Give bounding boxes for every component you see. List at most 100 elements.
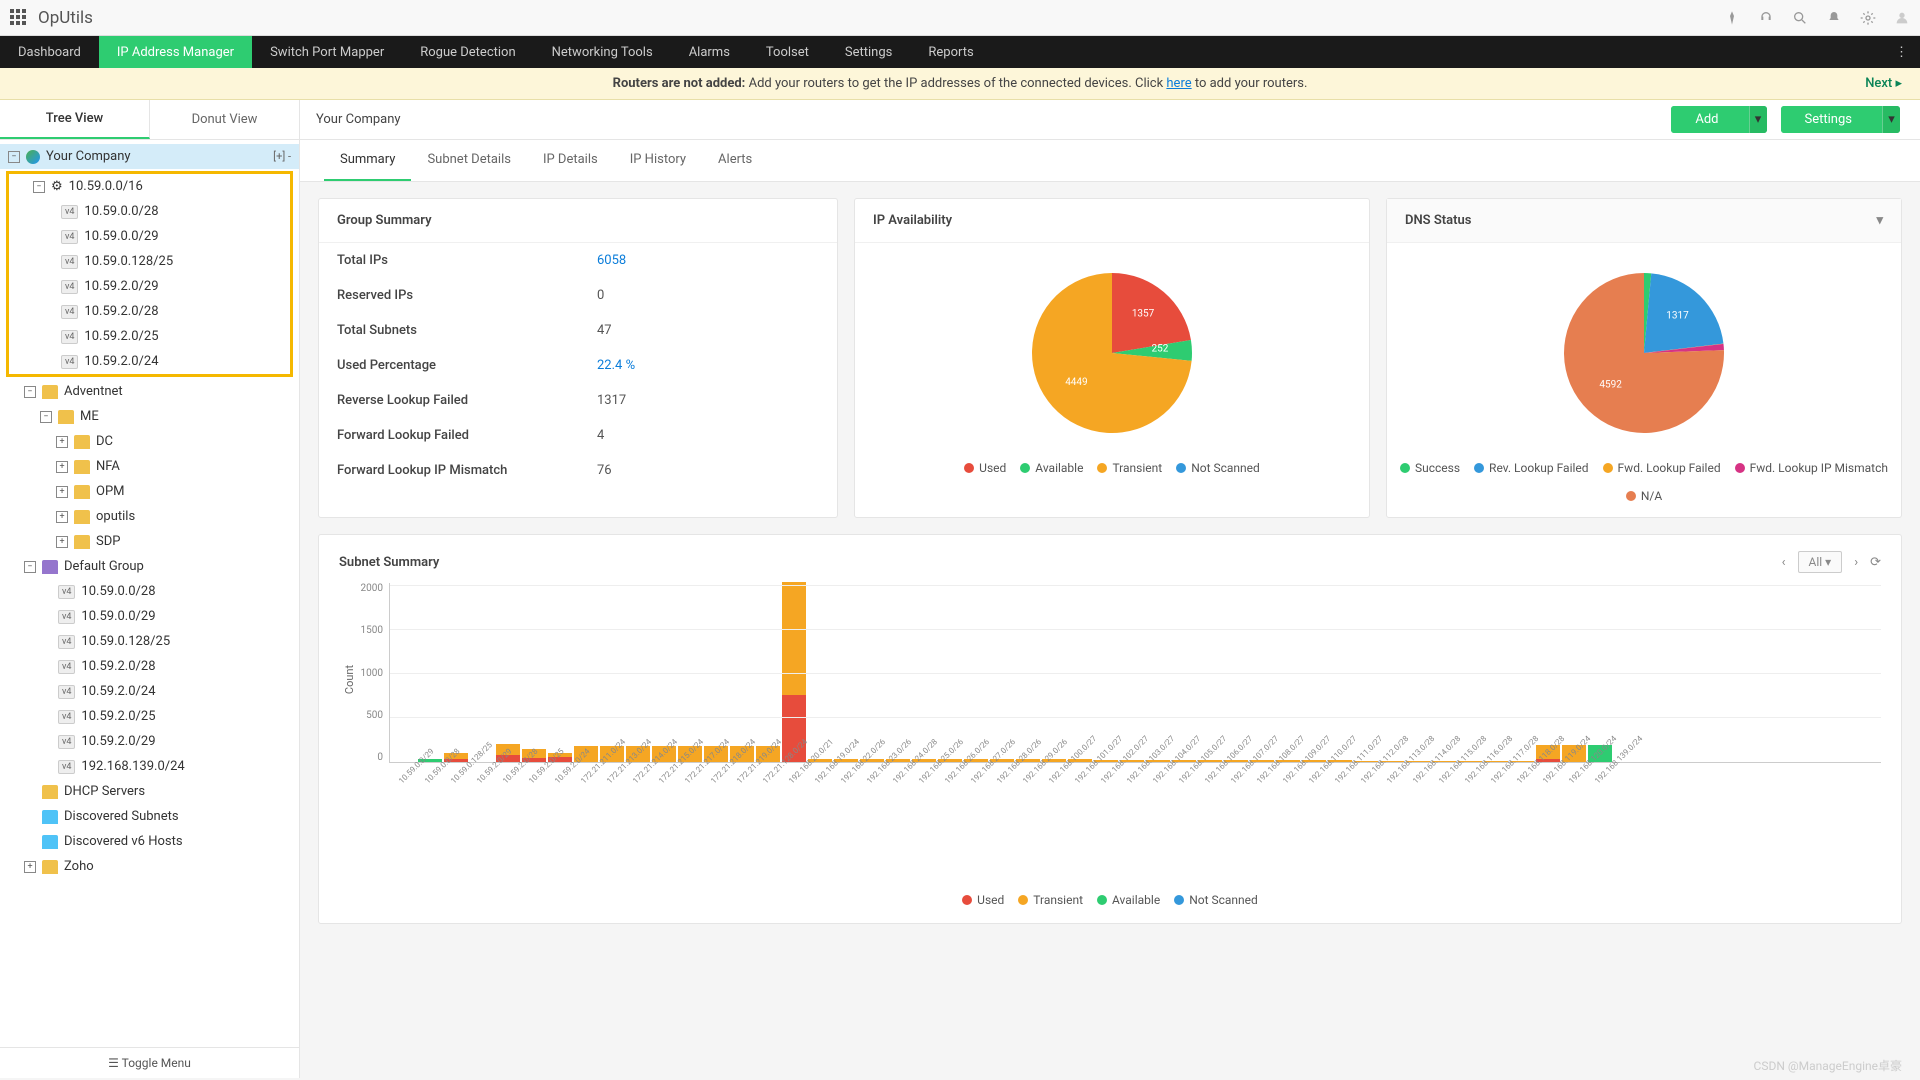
tree-row[interactable]: v410.59.2.0/24 — [9, 349, 290, 374]
tree-row[interactable]: −Your Company[+] - — [0, 144, 299, 169]
tree-row[interactable]: +OPM — [0, 479, 299, 504]
tree-row[interactable]: v410.59.2.0/25 — [9, 324, 290, 349]
nav-ip-address-manager[interactable]: IP Address Manager — [99, 36, 252, 68]
tab-subnet-details[interactable]: Subnet Details — [411, 140, 527, 181]
tree-row[interactable]: v410.59.0.128/25 — [0, 629, 299, 654]
view-tab-donut-view[interactable]: Donut View — [150, 100, 299, 139]
navbar: DashboardIP Address ManagerSwitch Port M… — [0, 36, 1920, 68]
nav-networking-tools[interactable]: Networking Tools — [534, 36, 671, 68]
tree-row[interactable]: +NFA — [0, 454, 299, 479]
filter-select[interactable]: All ▾ — [1798, 551, 1843, 573]
tab-summary[interactable]: Summary — [324, 140, 411, 181]
tree-row[interactable]: +SDP — [0, 529, 299, 554]
nav-toolset[interactable]: Toolset — [748, 36, 827, 68]
bar[interactable] — [782, 582, 806, 762]
nav-dashboard[interactable]: Dashboard — [0, 36, 99, 68]
header-actions: Add▾ Settings▾ — [1671, 100, 1920, 139]
bell-icon[interactable] — [1826, 10, 1842, 26]
settings-button[interactable]: Settings — [1781, 106, 1876, 133]
stat-row: Used Percentage22.4 % — [319, 348, 837, 383]
search-icon[interactable] — [1792, 10, 1808, 26]
user-icon[interactable] — [1894, 10, 1910, 26]
settings-button-group[interactable]: Settings▾ — [1781, 106, 1900, 133]
add-caret[interactable]: ▾ — [1749, 106, 1767, 133]
svg-text:1357: 1357 — [1132, 308, 1155, 319]
tree-row[interactable]: −⚙10.59.0.0/16 — [9, 174, 290, 199]
legend-item: Available — [1097, 893, 1160, 907]
tree-row[interactable]: v410.59.0.0/28 — [9, 199, 290, 224]
headset-icon[interactable] — [1758, 10, 1774, 26]
tree-row[interactable]: v410.59.2.0/25 — [0, 704, 299, 729]
banner-link[interactable]: here — [1166, 76, 1191, 91]
tab-ip-history[interactable]: IP History — [614, 140, 702, 181]
nav-more-icon[interactable]: ⋮ — [1883, 36, 1920, 68]
tree-row[interactable]: v410.59.2.0/29 — [9, 274, 290, 299]
tab-ip-details[interactable]: IP Details — [527, 140, 614, 181]
dashboard-row: Group Summary Total IPs6058Reserved IPs0… — [300, 182, 1920, 534]
ip-avail-title: IP Availability — [855, 199, 1369, 243]
legend-item: Fwd. Lookup Failed — [1603, 461, 1721, 475]
prev-icon[interactable]: ‹ — [1782, 555, 1786, 570]
dns-status-pie: 13174592 — [1554, 263, 1734, 443]
tree-row[interactable]: +Zoho — [0, 854, 299, 879]
router-banner: Routers are not added: Add your routers … — [0, 68, 1920, 100]
ip-avail-pie: 13572524449 — [1022, 263, 1202, 443]
nav-switch-port-mapper[interactable]: Switch Port Mapper — [252, 36, 402, 68]
nav-alarms[interactable]: Alarms — [671, 36, 748, 68]
subnet-bar-chart: Count 2000150010005000 10.59.0.0/2910.59… — [339, 583, 1881, 843]
tree-row[interactable]: v410.59.2.0/24 — [0, 679, 299, 704]
toggle-menu[interactable]: ☰ Toggle Menu — [0, 1047, 299, 1078]
tree-row[interactable]: v410.59.0.128/25 — [9, 249, 290, 274]
stat-row: Total IPs6058 — [319, 243, 837, 278]
main: −Your Company[+] -−⚙10.59.0.0/16v410.59.… — [0, 140, 1920, 1078]
tree-row[interactable]: v410.59.0.0/28 — [0, 579, 299, 604]
apps-icon[interactable] — [10, 9, 28, 27]
add-button[interactable]: Add — [1671, 106, 1742, 133]
tree-row[interactable]: Discovered v6 Hosts — [0, 829, 299, 854]
tree-row[interactable]: −Adventnet — [0, 379, 299, 404]
group-summary-card: Group Summary Total IPs6058Reserved IPs0… — [318, 198, 838, 518]
next-icon[interactable]: › — [1854, 555, 1858, 570]
tree-row[interactable]: v410.59.2.0/28 — [0, 654, 299, 679]
tree-row[interactable]: v4192.168.139.0/24 — [0, 754, 299, 779]
sidebar: −Your Company[+] -−⚙10.59.0.0/16v410.59.… — [0, 140, 300, 1078]
nav-settings[interactable]: Settings — [827, 36, 910, 68]
legend-item: Fwd. Lookup IP Mismatch — [1735, 461, 1888, 475]
legend-item: Rev. Lookup Failed — [1474, 461, 1589, 475]
nav-rogue-detection[interactable]: Rogue Detection — [402, 36, 533, 68]
gear-icon[interactable] — [1860, 10, 1876, 26]
topbar: OpUtils — [0, 0, 1920, 36]
tree-row[interactable]: Discovered Subnets — [0, 804, 299, 829]
view-tab-tree-view[interactable]: Tree View — [0, 100, 150, 139]
tab-alerts[interactable]: Alerts — [702, 140, 768, 181]
tree-row[interactable]: DHCP Servers — [0, 779, 299, 804]
svg-text:252: 252 — [1152, 343, 1169, 354]
tree-row[interactable]: −Default Group — [0, 554, 299, 579]
stat-row: Total Subnets47 — [319, 313, 837, 348]
brand: OpUtils — [38, 8, 93, 28]
tree-row[interactable]: v410.59.0.0/29 — [9, 224, 290, 249]
tree-row[interactable]: −ME — [0, 404, 299, 429]
legend-item: Used — [962, 893, 1004, 907]
topbar-actions — [1724, 10, 1910, 26]
banner-next[interactable]: Next ▸ — [1865, 76, 1902, 91]
dns-status-header: DNS Status▾ — [1387, 199, 1901, 243]
stat-row: Reverse Lookup Failed1317 — [319, 383, 837, 418]
add-button-group[interactable]: Add ▾ — [1671, 106, 1766, 133]
tree-row[interactable]: +oputils — [0, 504, 299, 529]
settings-caret[interactable]: ▾ — [1882, 106, 1900, 133]
tree-row[interactable]: +DC — [0, 429, 299, 454]
content: SummarySubnet DetailsIP DetailsIP Histor… — [300, 140, 1920, 1078]
subnet-legend: UsedTransientAvailableNot Scanned — [339, 893, 1881, 907]
svg-text:1317: 1317 — [1666, 311, 1689, 322]
breadcrumb: Your Company — [300, 100, 417, 139]
tree-row[interactable]: v410.59.0.0/29 — [0, 604, 299, 629]
tree-row[interactable]: v410.59.2.0/28 — [9, 299, 290, 324]
refresh-icon[interactable]: ⟳ — [1870, 555, 1881, 570]
stat-row: Reserved IPs0 — [319, 278, 837, 313]
tree-row[interactable]: v410.59.2.0/29 — [0, 729, 299, 754]
dns-dropdown-icon[interactable]: ▾ — [1876, 213, 1883, 228]
legend-item: Used — [964, 461, 1006, 475]
nav-reports[interactable]: Reports — [910, 36, 991, 68]
rocket-icon[interactable] — [1724, 10, 1740, 26]
